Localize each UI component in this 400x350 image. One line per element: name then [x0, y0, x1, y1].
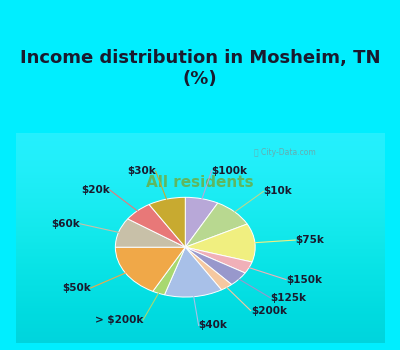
Wedge shape: [185, 224, 255, 262]
Text: $20k: $20k: [81, 185, 110, 195]
Text: $40k: $40k: [198, 320, 228, 330]
Text: $125k: $125k: [270, 293, 306, 303]
Wedge shape: [164, 247, 222, 297]
Text: $75k: $75k: [295, 235, 324, 245]
Wedge shape: [185, 247, 232, 290]
Text: All residents: All residents: [146, 175, 254, 190]
Text: $10k: $10k: [263, 187, 292, 196]
Wedge shape: [149, 197, 185, 247]
Text: $50k: $50k: [62, 283, 91, 293]
Text: ⓘ City-Data.com: ⓘ City-Data.com: [254, 148, 316, 157]
Text: > $200k: > $200k: [95, 315, 143, 325]
Wedge shape: [185, 203, 247, 247]
Wedge shape: [185, 197, 218, 247]
Wedge shape: [128, 204, 185, 247]
Wedge shape: [153, 247, 185, 295]
Wedge shape: [115, 219, 185, 247]
Wedge shape: [185, 247, 252, 273]
Text: $200k: $200k: [251, 306, 287, 316]
Wedge shape: [115, 247, 185, 291]
Text: $30k: $30k: [127, 166, 156, 176]
Text: $150k: $150k: [286, 274, 322, 285]
Text: Income distribution in Mosheim, TN
(%): Income distribution in Mosheim, TN (%): [20, 49, 380, 88]
Text: $100k: $100k: [212, 166, 248, 176]
Wedge shape: [185, 247, 245, 285]
Text: $60k: $60k: [51, 219, 80, 229]
